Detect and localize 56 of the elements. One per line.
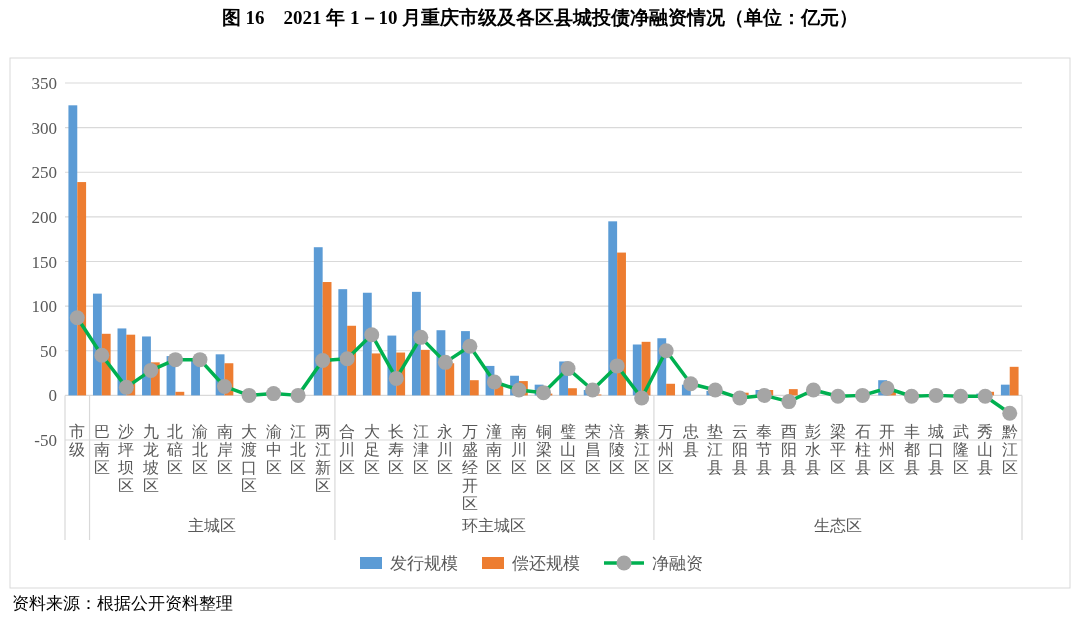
x-tick-label: 黔江区: [1000, 423, 1018, 476]
x-tick-label: 江津区: [412, 423, 429, 476]
y-tick-label: 350: [31, 74, 57, 93]
x-tick-label: 垫江县: [707, 423, 724, 476]
x-tick-label: 荣昌区: [584, 423, 601, 476]
x-tick-label: 石柱县: [854, 423, 871, 476]
x-tick-label: 酉阳县: [780, 423, 797, 476]
legend-label: 净融资: [652, 554, 703, 573]
x-tick-label: 彭水县: [805, 423, 822, 476]
x-tick-label: 沙坪坝区: [117, 423, 135, 494]
x-tick-label: 江北区: [290, 423, 307, 476]
x-tick-label: 奉节县: [756, 423, 773, 476]
x-tick-label: 九龙坡区: [141, 423, 159, 494]
x-tick-label: 开州区: [879, 423, 896, 476]
y-tick-label: 200: [31, 207, 57, 227]
y-tick-label: 0: [48, 386, 57, 406]
text: 资料来源：根据公开资料整理: [12, 594, 233, 613]
x-tick-label: 长寿区: [388, 423, 405, 476]
x-tick-label: 渝北区: [191, 423, 208, 476]
x-tick-label: 涪陵区: [609, 423, 626, 476]
x-tick-label: 云阳县: [731, 423, 748, 476]
y-tick-label: 300: [31, 118, 57, 138]
y-tick-label: 150: [31, 252, 57, 272]
x-tick-label: 城口县: [927, 423, 945, 476]
y-tick-label: -50: [34, 431, 57, 450]
x-tick-label: 市级: [69, 423, 86, 458]
chart-title: 图 16 2021 年 1－10 月重庆市级及各区县城投债净融资情况（单位：亿元）: [221, 7, 859, 28]
x-tick-label: 梁平区: [829, 423, 846, 476]
x-tick-label: 丰都县: [903, 423, 920, 476]
x-tick-label: 秀山县: [977, 423, 994, 476]
x-tick-label: 万盛经开区: [461, 423, 478, 512]
x-tick-label: 武隆区: [952, 423, 969, 476]
x-tick-label: 合川区: [339, 423, 356, 476]
x-tick-label: 南岸区: [216, 423, 233, 476]
x-tick-label: 大足区: [363, 423, 380, 476]
x-tick-label: 潼南区: [486, 423, 503, 476]
x-tick-label: 璧山区: [560, 423, 577, 476]
x-tick-label: 南川区: [510, 423, 527, 476]
y-tick-label: 250: [31, 163, 57, 183]
text: 环主城区: [462, 517, 527, 534]
text: 生态区: [813, 517, 862, 534]
x-tick-label: 北碚区: [166, 423, 184, 476]
x-tick-label: 巴南区: [93, 423, 110, 476]
y-tick-label: 50: [40, 341, 57, 361]
x-tick-label: 铜梁区: [534, 423, 552, 476]
x-tick-label: 万州区: [658, 423, 675, 476]
x-tick-label: 两江新区: [314, 423, 331, 494]
x-tick-label: 渝中区: [265, 423, 282, 476]
text: 主城区: [188, 517, 237, 534]
x-tick-label: 忠县: [681, 423, 699, 458]
x-tick-label: 永川区: [437, 423, 454, 476]
y-tick-label: 100: [31, 297, 57, 317]
x-tick-label: 綦江区: [633, 423, 650, 476]
legend-label: 发行规模: [390, 554, 458, 573]
legend-label: 偿还规模: [512, 554, 580, 573]
x-tick-label: 大渡口区: [241, 423, 258, 494]
